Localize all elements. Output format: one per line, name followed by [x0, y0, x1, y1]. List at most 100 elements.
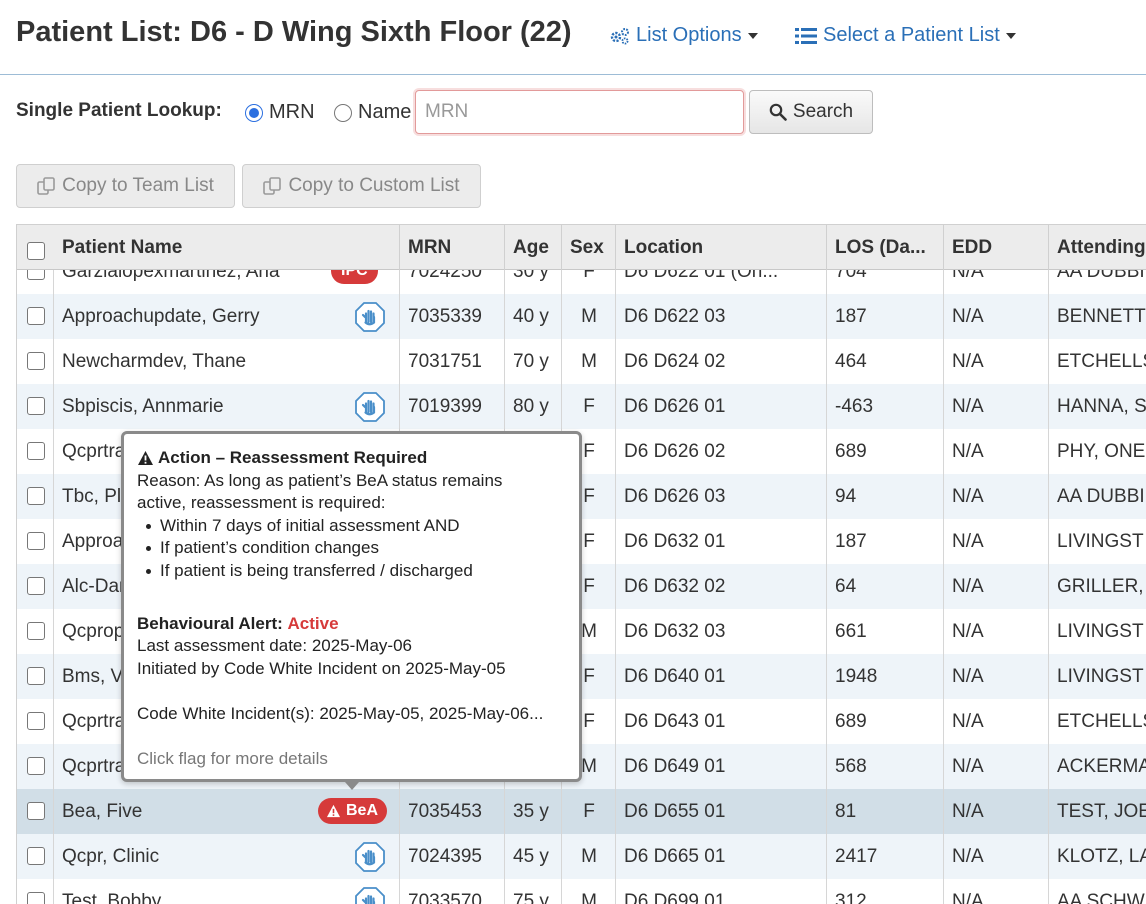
row-checkbox[interactable] [27, 892, 45, 904]
col-header-mrn[interactable]: MRN [400, 225, 505, 270]
mrn-radio[interactable]: MRN [245, 101, 315, 124]
list-options-dropdown[interactable]: List Options [610, 24, 758, 47]
table-row[interactable]: Bea, Five BeA 7035453 35 y F D6 D655 01 81 N/A T… [17, 789, 1146, 834]
row-checkbox[interactable] [27, 847, 45, 865]
edd-cell: N/A [952, 756, 984, 777]
patient-name-cell[interactable]: Sbpiscis, Annmarie [54, 384, 400, 429]
sex-cell: F [583, 396, 595, 417]
stop-hand-flag-icon[interactable] [354, 391, 386, 423]
location-cell: D6 D655 01 [624, 801, 726, 822]
sex-cell: F [583, 486, 595, 507]
age-cell: 35 y [513, 801, 549, 822]
patient-name-cell[interactable]: Test, Bobby [54, 879, 400, 904]
stop-hand-flag-icon[interactable] [354, 301, 386, 333]
row-checkbox[interactable] [27, 667, 45, 685]
attending-cell: HANNA, S [1057, 396, 1146, 417]
copy-custom-label: Copy to Custom List [288, 175, 460, 196]
table-row[interactable]: Sbpiscis, Annmarie 7019399 80 y F D6 D626 01… [17, 384, 1146, 429]
patient-name[interactable]: Test, Bobby [62, 891, 162, 904]
sex-cell: F [583, 711, 595, 732]
location-cell: D6 D649 01 [624, 756, 726, 777]
tooltip-bullet: If patient’s condition changes [146, 538, 379, 557]
mrn-search-input[interactable] [415, 90, 744, 134]
los-cell: 81 [835, 801, 857, 822]
attending-cell: ETCHELLS [1057, 711, 1146, 732]
location-cell: D6 D665 01 [624, 846, 726, 867]
tooltip-arrow [345, 782, 359, 790]
row-checkbox[interactable] [27, 622, 45, 640]
edd-cell: N/A [952, 306, 984, 327]
col-header-patient-name[interactable]: Patient Name [54, 225, 400, 270]
copy-to-custom-list-button[interactable]: Copy to Custom List [242, 164, 481, 208]
row-checkbox[interactable] [27, 397, 45, 415]
patient-name-cell[interactable]: Bea, Five [54, 789, 400, 834]
name-radio[interactable]: Name [334, 101, 411, 124]
col-header-attending[interactable]: Attending [1049, 225, 1146, 270]
sex-cell: F [583, 801, 595, 822]
table-row[interactable]: Test, Bobby 7033570 75 y M D6 D699 01 312 N/A A… [17, 879, 1146, 904]
patient-name-cell[interactable]: Garzialopexmartinez, Ana [54, 270, 400, 294]
edd-cell: N/A [952, 576, 984, 597]
row-checkbox[interactable] [27, 712, 45, 730]
los-cell: 94 [835, 486, 857, 507]
sex-cell: M [581, 846, 597, 867]
patient-name[interactable]: Sbpiscis, Annmarie [62, 396, 224, 417]
sex-cell: F [583, 531, 595, 552]
row-checkbox[interactable] [27, 307, 45, 325]
row-checkbox[interactable] [27, 802, 45, 820]
col-header-edd[interactable]: EDD [944, 225, 1049, 270]
row-checkbox[interactable] [27, 532, 45, 550]
patient-name[interactable]: Approachupdate, Gerry [62, 306, 260, 327]
table-row[interactable]: Qcpr, Clinic 7024395 45 y M D6 D665 01 2417 N/… [17, 834, 1146, 879]
bea-flag-badge[interactable]: BeA [318, 798, 388, 824]
stop-hand-flag-icon[interactable] [354, 841, 386, 873]
copy-icon [263, 176, 282, 195]
location-cell: D6 D626 01 [624, 396, 726, 417]
row-checkbox[interactable] [27, 270, 45, 280]
row-checkbox[interactable] [27, 352, 45, 370]
table-row[interactable]: Approachupdate, Gerry 7035339 40 y M D6 D622… [17, 294, 1146, 339]
table-row[interactable]: Newcharmdev, Thane 7031751 70 y M D6 D624 02… [17, 339, 1146, 384]
stop-hand-flag-icon[interactable] [354, 886, 386, 904]
patient-name-cell[interactable]: Approachupdate, Gerry [54, 294, 400, 339]
patient-name[interactable]: Garzialopexmartinez, Ana [62, 270, 280, 282]
ipc-flag-badge[interactable]: IPC [331, 270, 378, 284]
location-cell: D6 D624 02 [624, 351, 726, 372]
edd-cell: N/A [952, 891, 984, 904]
radio-unselected-icon[interactable] [334, 103, 352, 122]
attending-cell: BENNETT [1057, 306, 1146, 327]
patient-name[interactable]: Qcpr, Clinic [62, 846, 160, 867]
page-header: Patient List: D6 - D Wing Sixth Floor (2… [0, 0, 1146, 75]
select-patient-list-dropdown[interactable]: Select a Patient List [795, 24, 1016, 47]
patient-name[interactable]: Bea, Five [62, 801, 143, 822]
patient-name-cell[interactable]: Newcharmdev, Thane [54, 339, 400, 384]
row-checkbox[interactable] [27, 487, 45, 505]
select-all-checkbox[interactable] [27, 242, 45, 260]
col-header-sex[interactable]: Sex [562, 225, 616, 270]
patient-name[interactable]: Newcharmdev, Thane [62, 351, 247, 372]
table-row[interactable]: Garzialopexmartinez, Ana IPC 7024250 30 y F D… [17, 270, 1146, 294]
age-cell: 45 y [513, 846, 549, 867]
col-header-location[interactable]: Location [616, 225, 827, 270]
list-options-label: List Options [636, 24, 742, 46]
row-checkbox[interactable] [27, 577, 45, 595]
col-header-age[interactable]: Age [505, 225, 562, 270]
attending-cell: AA DUBBI [1057, 270, 1145, 282]
copy-to-team-list-button[interactable]: Copy to Team List [16, 164, 235, 208]
mrn-cell: 7033570 [408, 891, 482, 904]
row-checkbox[interactable] [27, 442, 45, 460]
sex-cell: M [581, 756, 597, 777]
age-cell: 40 y [513, 306, 549, 327]
search-button[interactable]: Search [749, 90, 873, 134]
row-checkbox[interactable] [27, 757, 45, 775]
chevron-down-icon [747, 32, 758, 39]
location-cell: D6 D640 01 [624, 666, 726, 687]
patient-name-cell[interactable]: Qcpr, Clinic [54, 834, 400, 879]
chevron-down-icon [1005, 32, 1016, 39]
radio-selected-icon[interactable] [245, 103, 263, 122]
mrn-radio-label: MRN [269, 101, 315, 123]
col-header-los[interactable]: LOS (Da... [827, 225, 944, 270]
los-cell: 2417 [835, 846, 878, 867]
location-cell: D6 D626 03 [624, 486, 726, 507]
mrn-cell: 7035339 [408, 306, 482, 327]
